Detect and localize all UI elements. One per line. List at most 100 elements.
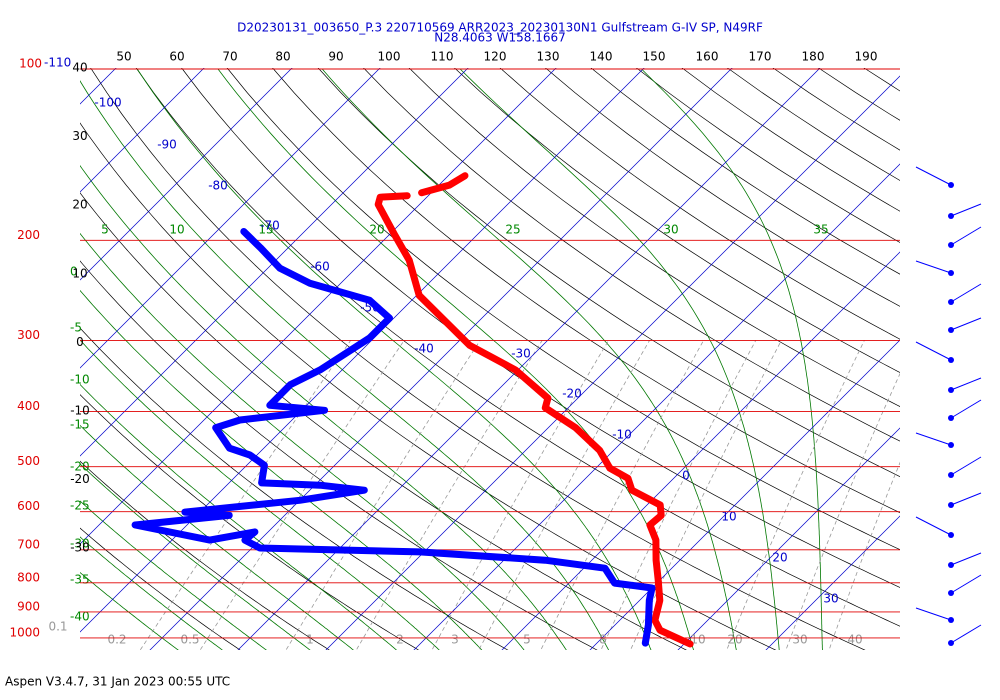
wind-station [948, 472, 954, 478]
isotherm [80, 68, 469, 457]
moist-adiabat-label: 20 [369, 223, 384, 237]
top-scale-label: 50 [116, 50, 131, 64]
isotherm-label: -30 [511, 347, 531, 361]
isotherm [677, 427, 900, 650]
isotherm-label: -40 [414, 342, 434, 356]
mixing-ratio-line [285, 340, 481, 650]
wind-staff [915, 607, 952, 621]
profile-line [131, 228, 656, 647]
wind-staff [950, 203, 982, 217]
wind-station [948, 502, 954, 508]
foreground: 5 10 15 20 25 30 350-5-10-15-20-25-30-35-400.1… [9, 50, 982, 648]
isotherm [237, 68, 821, 650]
wind-staff [950, 574, 982, 594]
moist-adiabat-label: -20 [70, 460, 90, 474]
mixing-ratio-label: 1 [306, 633, 314, 647]
pressure-label: 100 [19, 57, 42, 71]
wind-station [948, 617, 954, 623]
chart-title: D20230131_003650_P.3 220710569 ARR2023_2… [237, 21, 763, 35]
wind-station [948, 299, 954, 305]
moist-adiabat [80, 536, 223, 650]
isotherm [413, 163, 900, 650]
dry-adiabat [181, 68, 900, 588]
isotherm-label: -100 [94, 96, 121, 110]
moist-adiabat [80, 571, 179, 650]
dry-adiabat [80, 327, 509, 650]
moist-adiabat-label: -15 [70, 418, 90, 432]
profile-line [374, 192, 694, 648]
mixing-ratio-label: 8 [599, 633, 607, 647]
wind-station [948, 415, 954, 421]
wind-station [948, 182, 954, 188]
moist-adiabat-label: 30 [663, 223, 678, 237]
pressure-label: 500 [17, 454, 40, 468]
wind-station [948, 590, 954, 596]
top-scale-label: 140 [590, 50, 613, 64]
dry-adiabat [408, 68, 900, 407]
moist-adiabat-label: -25 [70, 499, 90, 513]
isotherm [80, 68, 557, 545]
height-label: 30 [72, 129, 87, 143]
wind-staff [950, 377, 982, 391]
wind-station [948, 242, 954, 248]
moist-adiabat-label: 10 [169, 223, 184, 237]
wind-staff [915, 260, 952, 274]
top-scale-label: 70 [222, 50, 237, 64]
isotherm [501, 251, 900, 650]
dry-adiabat [135, 68, 900, 627]
dry-adiabat [226, 68, 900, 551]
wind-staff [950, 624, 982, 644]
isotherm-label: -20 [562, 387, 582, 401]
dry-adiabat [80, 527, 241, 650]
mixing-ratio-label: 20 [727, 633, 742, 647]
mixing-ratio-label: 3 [451, 633, 459, 647]
top-scale-label: 150 [643, 50, 666, 64]
wind-staff [950, 456, 982, 476]
pressure-label: 700 [17, 537, 40, 551]
moist-adiabat-label: 15 [258, 223, 273, 237]
wind-station [948, 387, 954, 393]
dry-adiabat [80, 460, 330, 650]
moist-adiabat-label: -30 [70, 537, 90, 551]
top-scale-label: 90 [328, 50, 343, 64]
wind-staff [915, 166, 952, 186]
dry-adiabat [90, 68, 866, 650]
mixing-ratio-label: 0.1 [48, 620, 67, 634]
height-label: -10 [70, 404, 90, 418]
wind-staff [950, 226, 982, 246]
pressure-label: 900 [17, 599, 40, 613]
isotherm-label: 30 [823, 592, 838, 606]
height-label: -20 [70, 472, 90, 486]
moist-adiabat-label: -5 [70, 321, 82, 335]
wind-station [948, 640, 954, 646]
top-scale-label: 170 [749, 50, 772, 64]
top-scale-label: 100 [378, 50, 401, 64]
wind-station [948, 327, 954, 333]
wind-staff [950, 317, 982, 331]
height-label: 40 [72, 61, 87, 75]
pressure-label: 300 [17, 328, 40, 342]
wind-staff [950, 399, 982, 419]
top-scale-label: 110 [431, 50, 454, 64]
isotherm-label: -110 [44, 56, 71, 70]
wind-station [948, 532, 954, 538]
top-scale-label: 60 [169, 50, 184, 64]
isotherm-label: 10 [721, 510, 736, 524]
wind-staff [915, 516, 952, 536]
top-scale-label: 160 [696, 50, 719, 64]
dry-adiabat [317, 68, 900, 478]
isotherm-label: -10 [612, 428, 632, 442]
isotherm [765, 515, 900, 650]
isotherm-label: -70 [260, 219, 280, 233]
wind-station [948, 270, 954, 276]
wind-staff [950, 283, 982, 303]
isotherm-label: 20 [772, 551, 787, 565]
wind-staff [915, 432, 952, 446]
top-scale-label: 180 [802, 50, 825, 64]
height-label: 0 [76, 335, 84, 349]
mixing-ratio-label: 10 [690, 633, 705, 647]
height-label: 20 [72, 198, 87, 212]
moist-adiabat-label: 5 [101, 223, 109, 237]
dry-adiabat [499, 68, 900, 340]
